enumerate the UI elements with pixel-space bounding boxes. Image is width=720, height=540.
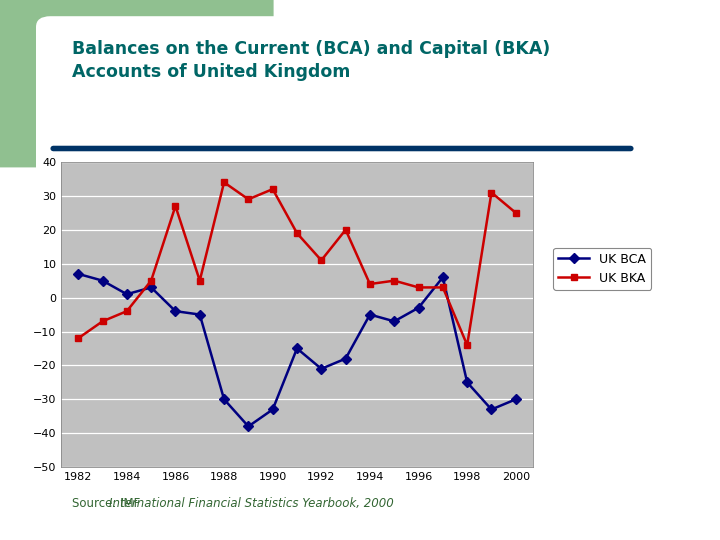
UK BCA [438, 274, 447, 280]
UK BKA [98, 318, 107, 325]
UK BCA [195, 311, 204, 318]
UK BCA [220, 396, 228, 402]
UK BCA [269, 406, 277, 413]
Text: Balances on the Current (BCA) and Capital (BKA)
Accounts of United Kingdom: Balances on the Current (BCA) and Capita… [72, 40, 550, 82]
UK BKA [366, 281, 374, 287]
UK BKA [122, 308, 131, 314]
UK BCA [341, 355, 350, 362]
UK BKA [341, 227, 350, 233]
FancyBboxPatch shape [36, 16, 713, 508]
UK BKA [269, 186, 277, 192]
Text: Source: IMF: Source: IMF [72, 497, 144, 510]
UK BCA [171, 308, 180, 314]
UK BCA [390, 318, 399, 325]
UK BCA [366, 311, 374, 318]
UK BKA [317, 257, 325, 264]
UK BCA [463, 379, 472, 386]
UK BKA [171, 203, 180, 210]
UK BCA [317, 366, 325, 372]
Text: International Financial Statistics Yearbook, 2000: International Financial Statistics Yearb… [109, 497, 394, 510]
UK BKA [292, 230, 302, 237]
UK BKA [390, 278, 399, 284]
UK BCA [292, 345, 302, 352]
UK BKA [220, 179, 228, 186]
Line: UK BCA: UK BCA [75, 271, 519, 430]
UK BCA [74, 271, 83, 277]
UK BCA [511, 396, 520, 402]
UK BCA [244, 423, 253, 430]
UK BKA [147, 278, 156, 284]
FancyBboxPatch shape [0, 0, 274, 167]
UK BKA [195, 278, 204, 284]
UK BCA [414, 305, 423, 311]
UK BKA [463, 342, 472, 348]
UK BCA [122, 291, 131, 298]
UK BKA [414, 284, 423, 291]
UK BKA [438, 284, 447, 291]
UK BKA [74, 335, 83, 341]
Legend: UK BCA, UK BKA: UK BCA, UK BKA [553, 248, 652, 290]
Line: UK BKA: UK BKA [75, 179, 519, 348]
UK BKA [511, 210, 520, 216]
UK BKA [487, 189, 496, 195]
UK BCA [98, 278, 107, 284]
UK BCA [147, 284, 156, 291]
UK BCA [487, 406, 496, 413]
UK BKA [244, 196, 253, 202]
